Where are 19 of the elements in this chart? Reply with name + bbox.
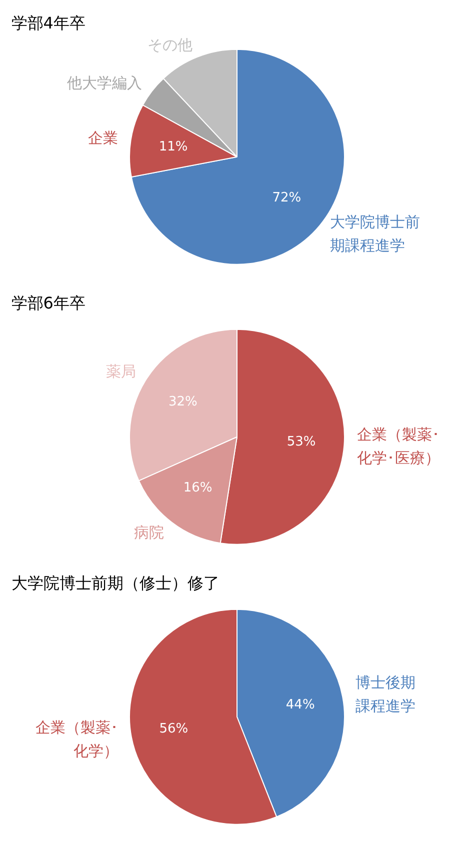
slice-label: 病院 (134, 523, 164, 542)
slice-label: 大学院博士前期課程進学 (330, 212, 420, 254)
slice-label: 他大学編入 (66, 74, 142, 92)
chart-title: 大学院博士前期（修士）修了 (11, 573, 220, 592)
slice-label: その他 (148, 36, 193, 54)
slice-label: 薬局 (106, 362, 136, 380)
data-label: 11% (158, 139, 188, 154)
data-label: 72% (272, 190, 302, 206)
slice-label: 企業（製薬･化学） (36, 718, 119, 760)
chart-title: 学部4年卒 (11, 13, 86, 32)
data-label: 44% (286, 697, 315, 712)
data-label: 56% (159, 721, 188, 736)
chart-title: 学部6年卒 (11, 293, 86, 312)
data-label: 32% (168, 394, 198, 410)
slice-label: 企業（製薬･化学･医療） (357, 426, 440, 467)
slice-label: 博士後期課程進学 (355, 674, 416, 716)
slice-label: 企業 (88, 129, 118, 148)
data-label: 53% (286, 434, 316, 450)
data-label: 16% (183, 480, 212, 496)
